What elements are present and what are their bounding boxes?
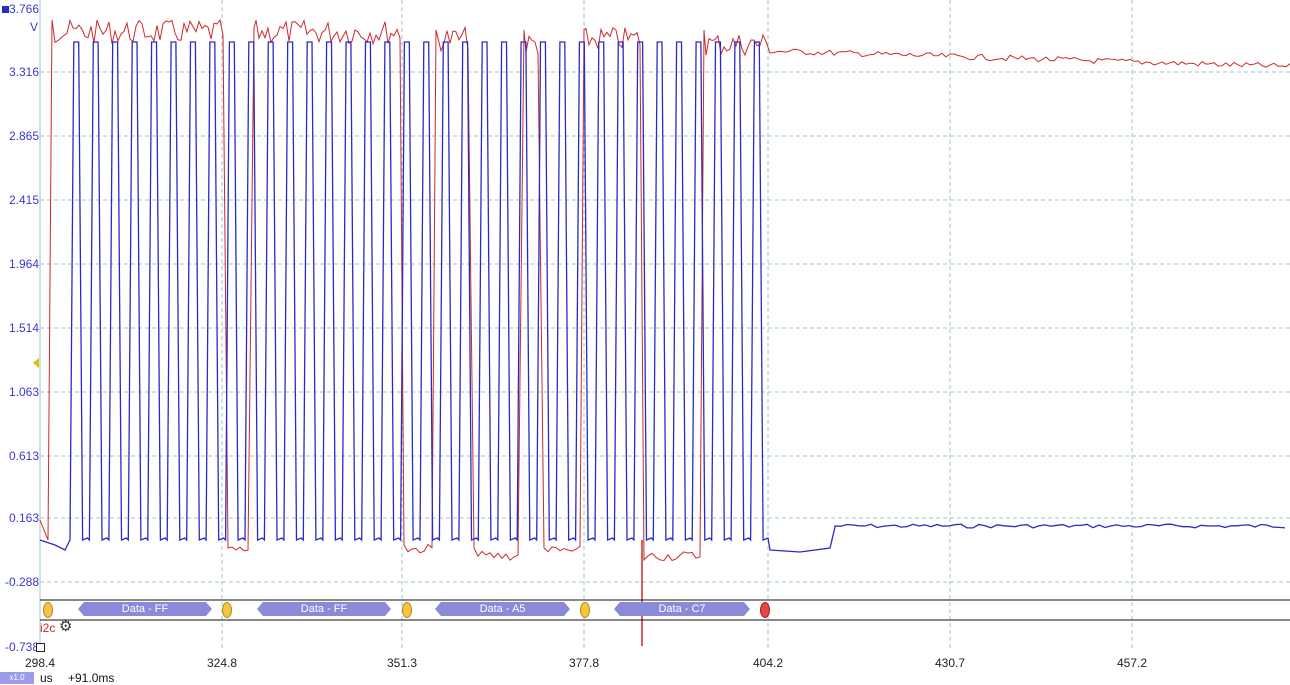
- x-tick-label: 351.3: [386, 656, 418, 670]
- channel-square-icon[interactable]: [36, 643, 45, 652]
- trigger-arrow-icon[interactable]: [33, 358, 39, 368]
- time-offset: +91.0ms: [68, 671, 115, 685]
- i2c-ack-marker[interactable]: [222, 602, 232, 618]
- decode-frame-4[interactable]: Data - C7: [614, 602, 750, 616]
- channel-square-icon[interactable]: [2, 6, 9, 13]
- decode-frame-3[interactable]: Data - A5: [435, 602, 570, 616]
- y-tick-label: 1.964: [8, 257, 39, 271]
- y-tick-label: 0.163: [8, 511, 39, 525]
- i2c-ack-marker[interactable]: [402, 602, 412, 618]
- y-tick-label: 3.316: [8, 65, 39, 79]
- y-unit-label: V: [29, 20, 38, 34]
- y-tick-label: 1.514: [8, 321, 39, 335]
- i2c-start-marker[interactable]: [43, 602, 53, 618]
- y-tick-label: 1.063: [8, 385, 39, 399]
- decode-frame-1[interactable]: Data - FF: [78, 602, 212, 616]
- x-tick-label: 377.8: [568, 656, 600, 670]
- y-tick-label: 0.613: [8, 449, 39, 463]
- x-tick-label: 404.2: [752, 656, 784, 670]
- gear-icon[interactable]: ⚙: [59, 618, 73, 635]
- y-tick-label: -0.288: [5, 575, 40, 589]
- x-tick-label: 298.4: [24, 656, 56, 670]
- x-tick-label: 324.8: [206, 656, 238, 670]
- y-top-label: 3.766: [8, 2, 39, 16]
- y-tick-label: 2.415: [8, 193, 39, 207]
- decode-frame-2[interactable]: Data - FF: [257, 602, 391, 616]
- scl-trace: [39, 41, 1286, 553]
- x-unit-label: us: [40, 671, 53, 685]
- sda-trace: [39, 18, 1290, 562]
- i2c-stop-marker[interactable]: [760, 602, 770, 618]
- y-tick-label: 2.865: [8, 129, 39, 143]
- x-tick-label: 457.2: [1116, 656, 1148, 670]
- i2c-ack-marker[interactable]: [580, 602, 590, 618]
- zoom-chip[interactable]: x1.0: [0, 672, 34, 684]
- decoder-name: i2c: [40, 621, 56, 635]
- y-bottom-label: -0.738: [5, 640, 40, 654]
- x-tick-label: 430.7: [934, 656, 966, 670]
